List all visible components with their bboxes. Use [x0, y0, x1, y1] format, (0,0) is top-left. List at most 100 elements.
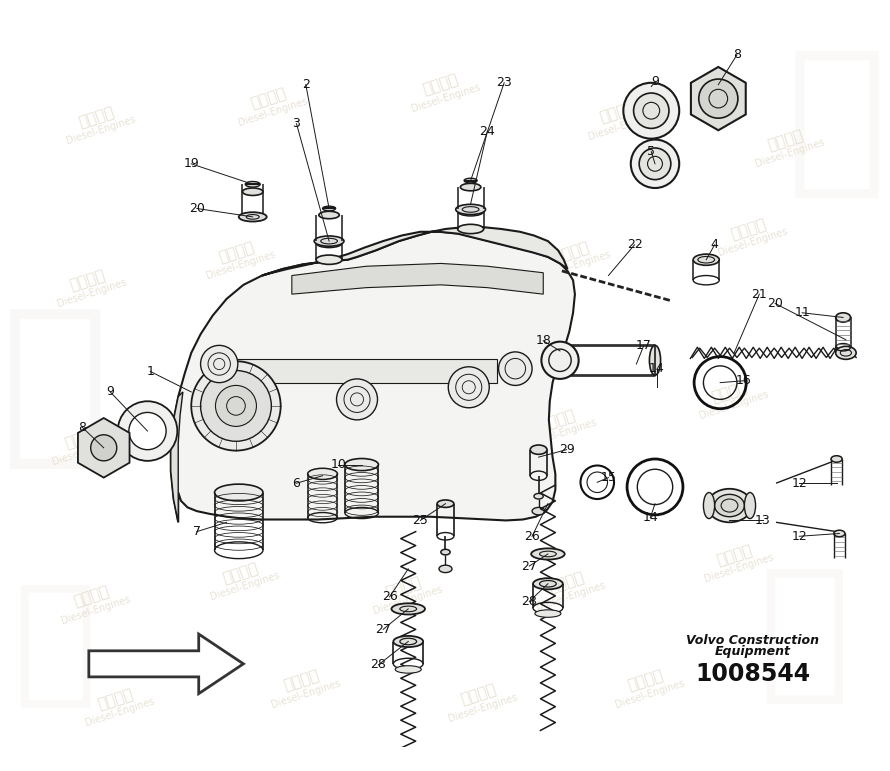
- Ellipse shape: [439, 565, 452, 573]
- Ellipse shape: [316, 255, 342, 264]
- Text: 紫发动力: 紫发动力: [216, 240, 255, 265]
- Circle shape: [191, 361, 280, 450]
- Ellipse shape: [392, 604, 425, 614]
- Text: Diesel-Engines: Diesel-Engines: [614, 678, 686, 709]
- Text: Diesel-Engines: Diesel-Engines: [205, 249, 277, 281]
- Text: Diesel-Engines: Diesel-Engines: [754, 137, 826, 170]
- Text: 15: 15: [601, 471, 617, 484]
- Ellipse shape: [715, 494, 744, 517]
- Text: 紫发动力: 紫发动力: [384, 574, 424, 601]
- Text: Diesel-Engines: Diesel-Engines: [698, 389, 770, 421]
- Text: Equipment: Equipment: [715, 645, 791, 658]
- Text: Diesel-Engines: Diesel-Engines: [716, 226, 789, 258]
- Ellipse shape: [836, 346, 856, 359]
- Text: 紫发动力: 紫发动力: [421, 72, 460, 97]
- Polygon shape: [292, 264, 543, 295]
- Text: 10: 10: [330, 458, 346, 471]
- Text: 28: 28: [522, 595, 538, 608]
- Text: 25: 25: [412, 514, 428, 527]
- Circle shape: [634, 93, 669, 129]
- Text: Diesel-Engines: Diesel-Engines: [540, 249, 611, 281]
- Text: 8: 8: [733, 49, 741, 62]
- Text: 紫发动力: 紫发动力: [546, 570, 587, 596]
- Text: 紫发动力: 紫发动力: [95, 686, 134, 712]
- Circle shape: [631, 140, 679, 188]
- Text: Diesel-Engines: Diesel-Engines: [209, 571, 281, 602]
- Ellipse shape: [322, 206, 336, 210]
- Text: Diesel-Engines: Diesel-Engines: [372, 264, 444, 295]
- Text: 紫发动力: 紫发动力: [221, 561, 260, 586]
- Text: 27: 27: [522, 560, 538, 573]
- Text: 16: 16: [736, 374, 751, 387]
- Text: Diesel-Engines: Diesel-Engines: [359, 426, 430, 458]
- Text: 紫发动力: 紫发动力: [715, 542, 754, 567]
- Ellipse shape: [457, 207, 483, 216]
- Text: Diesel-Engines: Diesel-Engines: [535, 580, 607, 612]
- Ellipse shape: [319, 211, 339, 219]
- Text: 紫发动力: 紫发动力: [77, 104, 116, 130]
- Text: 7: 7: [193, 525, 201, 538]
- Text: 22: 22: [627, 238, 643, 251]
- Text: Diesel-Engines: Diesel-Engines: [195, 412, 267, 444]
- Text: Diesel-Engines: Diesel-Engines: [61, 594, 133, 626]
- Ellipse shape: [246, 181, 260, 187]
- Ellipse shape: [308, 468, 337, 480]
- Text: Diesel-Engines: Diesel-Engines: [84, 696, 156, 728]
- Ellipse shape: [535, 610, 561, 618]
- Text: Diesel-Engines: Diesel-Engines: [270, 678, 342, 709]
- Text: 8: 8: [78, 421, 86, 434]
- Ellipse shape: [316, 238, 342, 247]
- Circle shape: [639, 148, 671, 180]
- Text: Diesel-Engines: Diesel-Engines: [65, 114, 137, 146]
- Ellipse shape: [464, 178, 477, 183]
- Text: 29: 29: [559, 443, 574, 456]
- Ellipse shape: [239, 212, 267, 221]
- Text: 紫: 紫: [12, 576, 96, 711]
- Text: Diesel-Engines: Diesel-Engines: [56, 278, 127, 309]
- Circle shape: [117, 401, 177, 461]
- Circle shape: [699, 79, 738, 118]
- Polygon shape: [262, 227, 568, 275]
- Circle shape: [336, 379, 377, 420]
- Text: 12: 12: [791, 476, 807, 490]
- Ellipse shape: [531, 548, 564, 560]
- Text: 紫发动力: 紫发动力: [207, 402, 247, 428]
- Text: 24: 24: [480, 125, 495, 138]
- Ellipse shape: [744, 493, 756, 519]
- Circle shape: [215, 386, 256, 426]
- Text: 20: 20: [767, 297, 783, 310]
- Text: 紫发动力: 紫发动力: [626, 668, 666, 693]
- Text: Diesel-Engines: Diesel-Engines: [238, 96, 309, 127]
- Text: 紫发动力: 紫发动力: [598, 99, 637, 126]
- Text: 5: 5: [647, 145, 655, 158]
- Text: 紫发动力: 紫发动力: [538, 407, 577, 433]
- Text: 28: 28: [370, 658, 386, 672]
- Polygon shape: [171, 392, 182, 522]
- Text: 紫发动力: 紫发动力: [370, 416, 409, 442]
- Text: 9: 9: [106, 386, 114, 399]
- Text: 1: 1: [146, 365, 154, 378]
- Circle shape: [129, 412, 166, 449]
- Text: Diesel-Engines: Diesel-Engines: [587, 109, 659, 142]
- Ellipse shape: [214, 484, 263, 501]
- Text: 14: 14: [643, 511, 659, 524]
- Text: 17: 17: [635, 339, 651, 352]
- Text: 18: 18: [535, 334, 551, 347]
- Text: 14: 14: [649, 362, 665, 375]
- Text: 紫发动力: 紫发动力: [68, 268, 107, 293]
- Polygon shape: [236, 359, 497, 382]
- Ellipse shape: [345, 459, 378, 470]
- Ellipse shape: [530, 445, 547, 454]
- Ellipse shape: [533, 578, 562, 589]
- Text: 9: 9: [651, 76, 659, 89]
- Ellipse shape: [395, 665, 421, 673]
- Ellipse shape: [457, 224, 483, 234]
- Text: 紫发动力: 紫发动力: [710, 379, 749, 405]
- Ellipse shape: [703, 493, 715, 519]
- Ellipse shape: [650, 345, 660, 375]
- Circle shape: [623, 82, 679, 139]
- Ellipse shape: [831, 456, 842, 463]
- Text: 19: 19: [183, 157, 199, 170]
- Text: Diesel-Engines: Diesel-Engines: [372, 584, 444, 617]
- Ellipse shape: [437, 500, 454, 507]
